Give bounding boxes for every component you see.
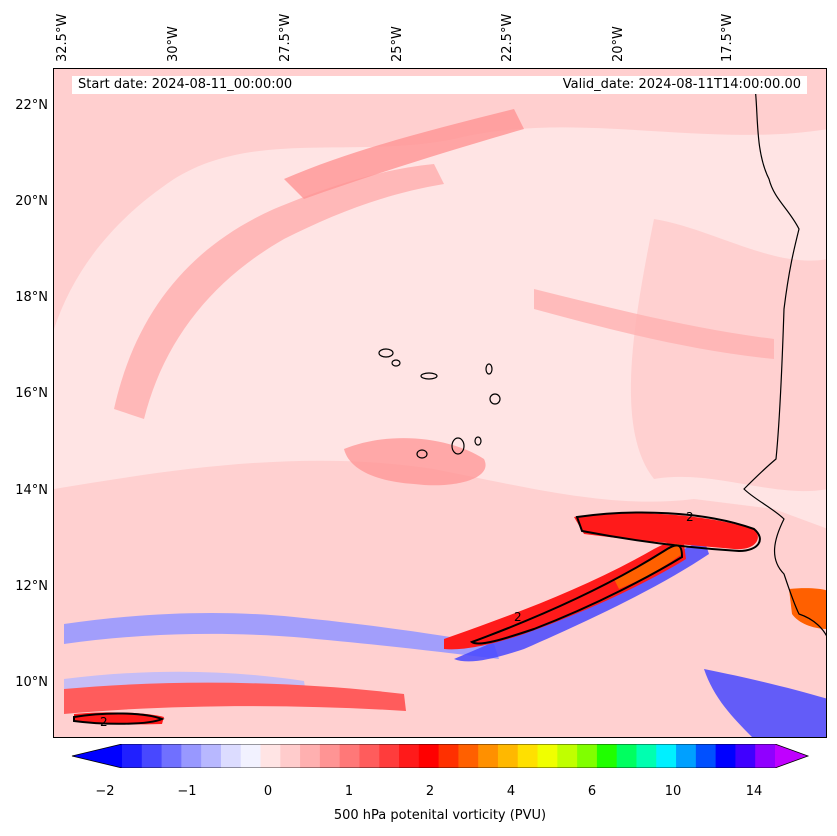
cape-verde-islands <box>378 348 501 459</box>
colorbar-swatch-26 <box>636 744 657 768</box>
pv-band-light-north <box>54 69 826 329</box>
lat-label-1: 20°N <box>15 194 48 209</box>
colorbar: −2 −1 0 1 2 4 6 10 14 <box>70 743 810 799</box>
colorbar-swatch-4 <box>201 744 222 768</box>
lat-label-2: 18°N <box>15 290 48 305</box>
map-canvas: 2 2 2 <box>54 69 826 737</box>
colorbar-tick-6: 6 <box>587 784 597 799</box>
colorbar-swatch-13 <box>379 744 400 768</box>
colorbar-tick-2: 0 <box>263 784 273 799</box>
lon-label-3: 25°W <box>390 26 405 62</box>
colorbar-swatch-0 <box>122 744 143 768</box>
pv-band-light-east <box>630 219 826 492</box>
contour-pv2-upper <box>575 511 761 553</box>
pv-red-lower-band <box>64 682 406 714</box>
colorbar-swatch-7 <box>260 744 281 768</box>
pv-streak-north <box>284 109 524 199</box>
colorbar-swatch-9 <box>300 744 321 768</box>
lat-label-4: 14°N <box>15 483 48 498</box>
contour-label-upper: 2 <box>686 510 694 524</box>
lon-label-1: 30°W <box>166 26 181 62</box>
colorbar-swatch-6 <box>240 744 262 768</box>
colorbar-tick-8: 14 <box>745 784 763 799</box>
info-bar: Start date: 2024-08-11_00:00:00 Valid_da… <box>72 76 807 94</box>
coastline-africa <box>743 78 826 637</box>
pv-red-streak-main <box>444 541 686 650</box>
start-date-text: Start date: 2024-08-11_00:00:00 <box>78 77 293 92</box>
colorbar-swatch-3 <box>181 744 202 768</box>
colorbar-swatch-31 <box>735 744 756 768</box>
colorbar-swatch-10 <box>319 744 341 768</box>
pv-streak-east <box>534 289 774 359</box>
colorbar-swatch-16 <box>438 744 459 768</box>
pv-negative-band <box>64 613 499 659</box>
colorbar-swatch-29 <box>695 744 717 768</box>
lat-label-3: 16°N <box>15 386 48 401</box>
contour-label-main: 2 <box>514 610 522 624</box>
colorbar-tick-1: −1 <box>177 784 197 799</box>
colorbar-swatch-28 <box>676 744 697 768</box>
pv-orange-east <box>789 588 826 629</box>
colorbar-swatch-15 <box>418 744 440 768</box>
lon-label-6: 17.5°W <box>720 13 735 62</box>
pv-streak-central <box>344 438 486 486</box>
lat-label-0: 22°N <box>15 98 48 113</box>
colorbar-swatch-2 <box>161 744 182 768</box>
colorbar-swatch-23 <box>577 744 598 768</box>
contour-pv2-main <box>469 544 684 645</box>
valid-date-text: Valid_date: 2024-08-11T14:00:00.00 <box>562 77 801 92</box>
colorbar-swatch-18 <box>478 744 499 768</box>
colorbar-swatch-24 <box>596 744 618 768</box>
lon-label-0: 32.5°W <box>55 13 70 62</box>
colorbar-swatch-20 <box>517 744 539 768</box>
map-panel: 2 2 2 <box>53 68 827 738</box>
colorbar-tick-5: 4 <box>506 784 516 799</box>
lat-label-6: 10°N <box>15 675 48 690</box>
colorbar-swatch-12 <box>359 744 380 768</box>
lon-label-4: 22.5°W <box>500 13 515 62</box>
colorbar-extend-right <box>775 744 808 768</box>
colorbar-swatch-14 <box>399 744 420 768</box>
colorbar-swatch-19 <box>497 744 519 768</box>
colorbar-swatch-32 <box>755 744 776 768</box>
contour-label-sw: 2 <box>100 715 108 729</box>
colorbar-label: 500 hPa potenital vorticity (PVU) <box>333 808 547 823</box>
colorbar-swatch-5 <box>220 744 242 768</box>
colorbar-swatch-25 <box>616 744 637 768</box>
colorbar-swatch-30 <box>715 744 736 768</box>
colorbar-swatch-22 <box>557 744 578 768</box>
colorbar-canvas <box>71 743 810 769</box>
lon-label-2: 27.5°W <box>278 13 293 62</box>
pv-red-upper-band <box>574 513 758 550</box>
contour-pv2-sw <box>73 712 165 725</box>
colorbar-tick-3: 1 <box>344 784 354 799</box>
pv-streak-nw <box>114 164 444 419</box>
colorbar-swatch-27 <box>656 744 677 768</box>
colorbar-swatch-1 <box>141 744 163 768</box>
colorbar-tick-4: 2 <box>425 784 435 799</box>
pv-negative-se <box>704 669 826 737</box>
colorbar-swatch-11 <box>339 744 360 768</box>
colorbar-extend-left <box>72 744 122 768</box>
pv-orange-core <box>614 541 682 589</box>
lat-label-5: 12°N <box>15 579 48 594</box>
colorbar-swatch-8 <box>280 744 301 768</box>
colorbar-swatch-21 <box>537 744 558 768</box>
colorbar-tick-0: −2 <box>95 784 115 799</box>
colorbar-tick-7: 10 <box>664 784 682 799</box>
colorbar-swatch-17 <box>458 744 479 768</box>
lon-label-5: 20°W <box>611 26 626 62</box>
